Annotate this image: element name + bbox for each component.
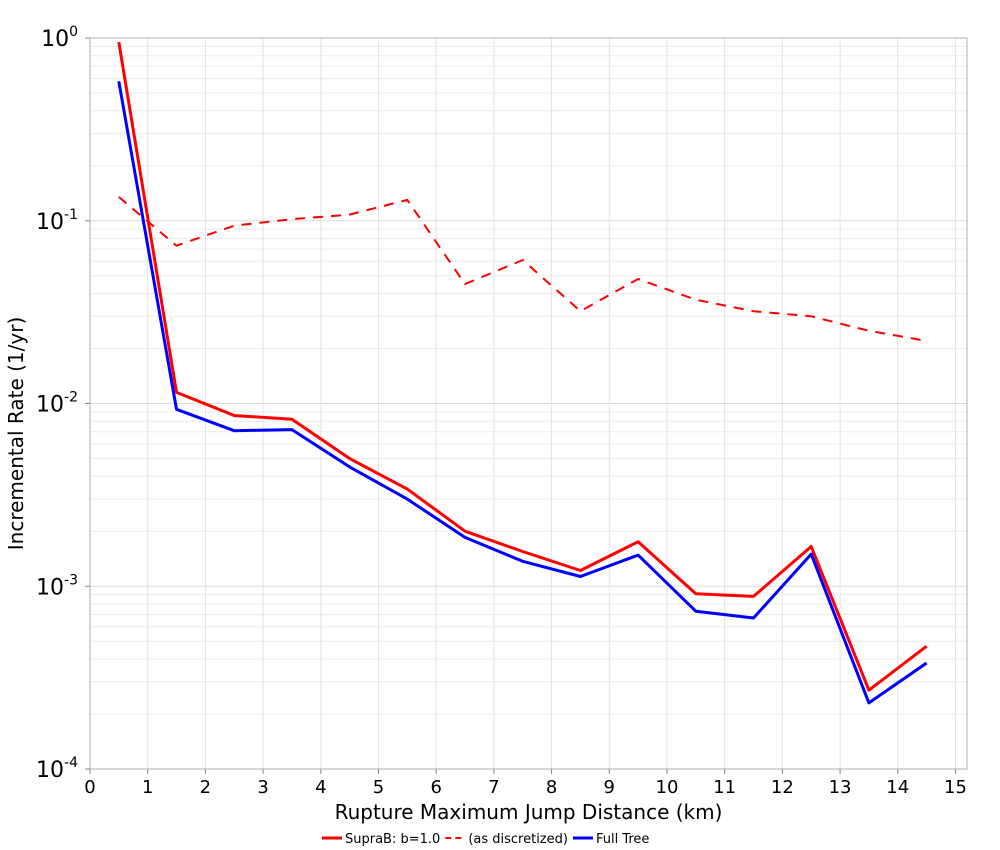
x-axis-title: Rupture Maximum Jump Distance (km) — [335, 800, 723, 824]
series-line-1 — [117, 41, 928, 692]
series-layer — [117, 41, 928, 705]
x-tick-label: 9 — [604, 777, 615, 798]
y-axis-title: Incremental Rate (1/yr) — [4, 317, 28, 550]
y-tick-label: 10-2 — [36, 390, 78, 418]
x-tick-label: 4 — [315, 777, 326, 798]
legend-label-2: (as discretized) — [468, 832, 568, 847]
x-tick-label: 2 — [200, 777, 211, 798]
grid — [89, 38, 967, 770]
y-tick-label: 10-1 — [36, 207, 78, 235]
y-tick-label: 100 — [41, 24, 78, 52]
x-tick-label: 7 — [488, 777, 499, 798]
legend: SupraB: b=1.0 (as discretized) Full Tree — [322, 832, 649, 847]
x-tick-label: 13 — [829, 777, 852, 798]
series-line-2 — [118, 196, 927, 342]
x-tick-label: 14 — [886, 777, 909, 798]
x-tick-label: 3 — [257, 777, 268, 798]
y-tick-label: 10-3 — [36, 572, 78, 600]
x-tick-label: 0 — [84, 777, 95, 798]
y-tick-label: 10-4 — [36, 755, 78, 783]
x-tick-label: 11 — [713, 777, 736, 798]
series-line-3 — [117, 80, 928, 705]
x-tick-label: 6 — [430, 777, 441, 798]
x-tick-label: 12 — [771, 777, 794, 798]
x-tick-label: 5 — [373, 777, 384, 798]
y-axis-ticks: 10-4 10-3 10-2 10-1 100 — [36, 24, 90, 783]
legend-label-3: Full Tree — [596, 832, 649, 847]
x-axis-ticks: 0 1 2 3 4 5 6 7 8 9 10 11 12 13 14 15 — [84, 769, 967, 798]
x-tick-label: 1 — [142, 777, 153, 798]
x-tick-label: 10 — [656, 777, 679, 798]
legend-label-1: SupraB: b=1.0 — [345, 832, 440, 847]
x-tick-label: 8 — [546, 777, 557, 798]
x-tick-label: 15 — [944, 777, 967, 798]
